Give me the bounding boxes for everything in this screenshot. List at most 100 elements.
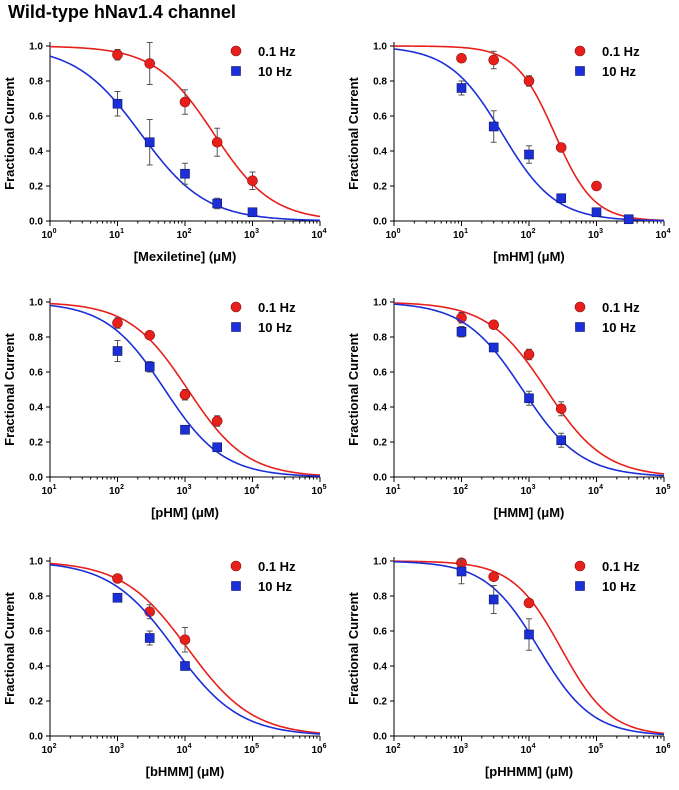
data-point — [456, 326, 467, 337]
y-tick-label: 1.0 — [373, 557, 387, 568]
panel-mexiletine: 0.0 0.2 0.4 0.6 0.8 1.0 100 101 102 103 104 [Mexile… — [2, 42, 327, 265]
x-axis-label: [Mexiletine] (μM) — [134, 249, 237, 264]
legend-marker — [231, 322, 241, 332]
data-point — [179, 389, 191, 401]
x-tick-label: 100 — [385, 228, 400, 241]
data-point — [179, 634, 191, 646]
y-tick-label: 1.0 — [373, 42, 387, 53]
x-tick-label: 102 — [453, 484, 468, 497]
x-tick-label: 104 — [176, 743, 191, 756]
x-tick-label: 102 — [385, 743, 400, 756]
y-tick-label: 0.4 — [373, 403, 387, 414]
data-point — [591, 180, 602, 192]
data-point — [212, 442, 223, 453]
x-axis-label: [pHHMM] (μM) — [485, 764, 573, 779]
x-axis-label: [HMM] (μM) — [494, 505, 565, 520]
data-point — [488, 571, 500, 583]
x-tick-label: 102 — [41, 743, 56, 756]
data-point — [112, 98, 123, 109]
data-point — [247, 175, 258, 187]
data-point — [555, 403, 567, 415]
data-point — [488, 54, 500, 66]
data-point — [523, 75, 535, 87]
x-tick-label: 101 — [453, 228, 468, 241]
data-point — [524, 629, 534, 640]
x-tick-label: 100 — [41, 228, 56, 241]
y-tick-label: 0.8 — [29, 592, 43, 603]
y-tick-label: 0.8 — [373, 592, 387, 603]
y-tick-label: 0.0 — [373, 217, 387, 228]
data-point — [144, 137, 155, 148]
x-tick-label: 105 — [244, 743, 259, 756]
data-point — [112, 317, 123, 329]
y-axis-label: Fractional Current — [2, 76, 17, 189]
y-tick-label: 0.8 — [373, 77, 387, 88]
data-point — [144, 58, 156, 69]
y-tick-label: 0.8 — [373, 333, 387, 344]
y-tick-label: 0.2 — [29, 697, 43, 708]
data-point — [524, 149, 534, 160]
x-tick-label: 103 — [109, 743, 124, 756]
data-point — [523, 349, 535, 360]
data-point — [112, 573, 123, 584]
y-tick-label: 1.0 — [29, 298, 43, 309]
x-tick-label: 104 — [311, 228, 326, 241]
legend-marker — [575, 581, 585, 591]
y-axis-label: Fractional Current — [346, 76, 361, 189]
legend-marker — [230, 301, 242, 313]
data-point — [523, 597, 535, 609]
data-point — [247, 207, 258, 218]
legend-marker — [230, 45, 242, 57]
y-tick-label: 0.0 — [29, 473, 43, 484]
y-tick-label: 0.8 — [29, 77, 43, 88]
x-tick-label: 103 — [588, 228, 603, 241]
x-tick-label: 105 — [655, 484, 670, 497]
y-tick-label: 0.6 — [373, 627, 387, 638]
x-tick-label: 103 — [520, 484, 535, 497]
y-axis-label: Fractional Current — [346, 591, 361, 704]
legend-marker — [230, 560, 242, 572]
panel-phhmm: 0.0 0.2 0.4 0.6 0.8 1.0 102 103 104 105 106 [pHHMM]… — [346, 557, 671, 780]
x-tick-label: 102 — [520, 228, 535, 241]
fit-curve — [49, 55, 321, 222]
y-tick-label: 0.2 — [29, 182, 43, 193]
fit-curve — [49, 302, 321, 476]
x-tick-label: 104 — [655, 228, 670, 241]
data-point — [112, 346, 123, 356]
y-tick-label: 0.2 — [373, 697, 387, 708]
y-axis-label: Fractional Current — [2, 332, 17, 445]
y-tick-label: 1.0 — [373, 298, 387, 309]
panel-hmm: 0.0 0.2 0.4 0.6 0.8 1.0 101 102 103 104 105 [HMM] (… — [346, 298, 671, 521]
x-tick-label: 104 — [588, 484, 603, 497]
y-tick-label: 0.6 — [29, 627, 43, 638]
y-tick-label: 0.0 — [373, 473, 387, 484]
data-point — [144, 361, 155, 372]
x-tick-label: 101 — [41, 484, 56, 497]
y-tick-label: 0.0 — [373, 732, 387, 743]
fit-curve — [393, 48, 665, 222]
legend-label: 10 Hz — [258, 579, 292, 594]
legend-label: 0.1 Hz — [258, 559, 296, 574]
legend-label: 0.1 Hz — [602, 559, 640, 574]
y-tick-label: 0.4 — [373, 147, 387, 158]
fit-curve — [393, 302, 665, 475]
data-point — [488, 121, 499, 132]
x-tick-label: 102 — [109, 484, 124, 497]
y-tick-label: 0.4 — [29, 662, 43, 673]
y-tick-label: 0.8 — [29, 333, 43, 344]
x-tick-label: 103 — [453, 743, 468, 756]
legend-label: 10 Hz — [258, 64, 292, 79]
x-tick-label: 106 — [655, 743, 670, 756]
data-point — [112, 592, 123, 603]
y-axis-label: Fractional Current — [2, 591, 17, 704]
fit-curve — [49, 304, 321, 477]
data-point — [180, 424, 190, 435]
legend-marker — [575, 66, 585, 76]
y-tick-label: 0.2 — [373, 182, 387, 193]
data-point — [456, 566, 467, 577]
data-point — [591, 207, 602, 218]
legend-marker — [575, 322, 585, 332]
y-tick-label: 0.0 — [29, 732, 43, 743]
y-tick-label: 0.4 — [373, 662, 387, 673]
